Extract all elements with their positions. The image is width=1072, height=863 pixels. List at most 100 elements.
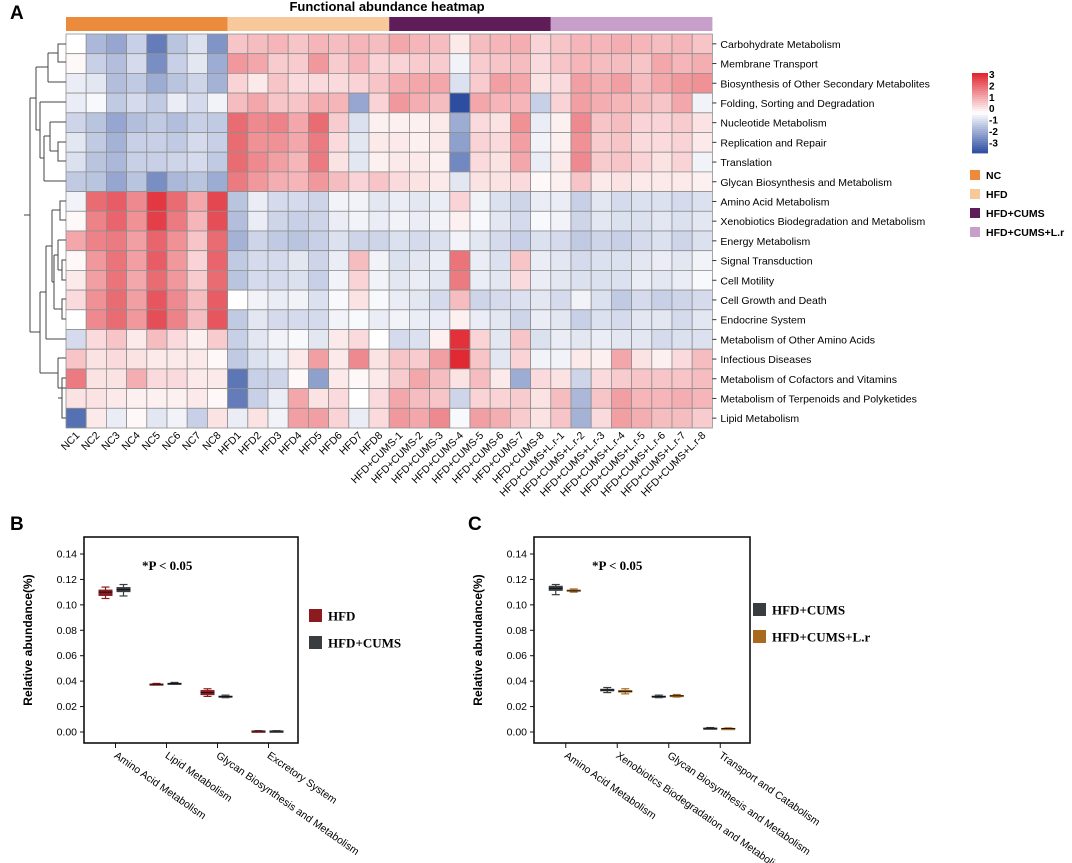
heatmap-cell	[106, 309, 128, 330]
heatmap-cell	[590, 53, 612, 74]
heatmap-cell	[570, 250, 592, 271]
heatmap-cell	[247, 388, 269, 409]
heatmap-cell	[65, 348, 87, 370]
heatmap-cell	[691, 112, 713, 133]
heatmap-cell	[126, 289, 148, 311]
heatmap-cell	[206, 230, 228, 252]
heatmap-cell	[328, 230, 350, 252]
heatmap-cell	[489, 33, 511, 55]
heatmap-cell	[106, 368, 128, 389]
row-label: Infectious Diseases	[720, 354, 811, 366]
heatmap-cell	[611, 171, 633, 192]
heatmap-cell	[206, 368, 228, 389]
heatmap-cell	[227, 151, 249, 173]
heatmap-cell	[408, 151, 430, 173]
y-tick-label: 0.14	[507, 549, 528, 561]
heatmap-cell	[65, 151, 87, 173]
heatmap-cell	[206, 171, 228, 192]
heatmap-cell	[328, 171, 350, 192]
y-tick-label: 0.14	[57, 549, 78, 561]
row-label: Folding, Sorting and Degradation	[720, 98, 874, 110]
heatmap-cell	[227, 33, 249, 55]
heatmap-cell	[631, 112, 653, 133]
heatmap-cell	[388, 230, 410, 252]
heatmap-cell	[509, 269, 531, 291]
heatmap-cell	[186, 250, 208, 271]
heatmap-cell	[611, 289, 633, 311]
heatmap-cell	[408, 407, 430, 429]
heatmap-cell	[489, 407, 511, 429]
heatmap-cell	[671, 289, 693, 311]
heatmap-cell	[671, 329, 693, 350]
heatmap-cell	[227, 230, 249, 252]
heatmap-cell	[368, 112, 390, 133]
heatmap-cell	[126, 33, 148, 55]
legend-swatch	[970, 189, 980, 199]
heatmap-cell	[550, 92, 572, 114]
heatmap-cell	[388, 348, 410, 370]
heatmap-cell	[550, 407, 572, 429]
heatmap-cell	[65, 112, 87, 133]
heatmap-row-labels: Carbohydrate Metabolism Membrane Transpor…	[712, 39, 930, 425]
heatmap-cell	[146, 368, 168, 389]
heatmap-cell	[267, 368, 289, 389]
heatmap-cell	[85, 269, 107, 291]
heatmap-cell	[267, 92, 289, 114]
heatmap-cell	[489, 348, 511, 370]
heatmap-cell	[449, 112, 471, 133]
heatmap-cell	[247, 112, 269, 133]
heatmap-cell	[429, 388, 451, 409]
heatmap-cell	[509, 348, 531, 370]
heatmap-cell	[287, 388, 309, 409]
heatmap-cell	[166, 210, 188, 232]
heatmap-cell	[368, 151, 390, 173]
heatmap-cell	[550, 329, 572, 350]
heatmap-cell	[85, 112, 107, 133]
heatmap-cell	[146, 191, 168, 212]
heatmap-cell	[368, 269, 390, 291]
heatmap-cell	[631, 289, 653, 311]
heatmap-cell	[611, 73, 633, 94]
heatmap-cell	[166, 250, 188, 271]
heatmap-cell	[267, 210, 289, 232]
heatmap-cell	[530, 151, 552, 173]
heatmap-cell	[550, 309, 572, 330]
heatmap-cell	[570, 151, 592, 173]
heatmap-cell	[611, 329, 633, 350]
heatmap-cell	[307, 73, 329, 94]
heatmap-cell	[247, 329, 269, 350]
heatmap-cell	[65, 407, 87, 429]
row-label: Nucleotide Metabolism	[720, 118, 826, 130]
heatmap-cell	[530, 92, 552, 114]
heatmap-cell	[166, 329, 188, 350]
heatmap-cell	[287, 407, 309, 429]
heatmap-cell	[671, 250, 693, 271]
heatmap-cell	[530, 309, 552, 330]
heatmap-cell	[631, 191, 653, 212]
heatmap-cell	[388, 171, 410, 192]
heatmap-cell	[408, 348, 430, 370]
heatmap-cell	[146, 210, 168, 232]
heatmap-cell	[489, 191, 511, 212]
heatmap-cell	[509, 289, 531, 311]
heatmap-cell	[408, 92, 430, 114]
heatmap-cell	[550, 33, 572, 55]
heatmap-cell	[146, 329, 168, 350]
heatmap-cell	[85, 407, 107, 429]
heatmap-cell	[469, 112, 491, 133]
heatmap-cell	[550, 112, 572, 133]
heatmap-cell	[227, 348, 249, 370]
heatmap-cell	[429, 230, 451, 252]
heatmap-cell	[348, 329, 370, 350]
color-scale-step	[972, 115, 988, 118]
heatmap-cell	[267, 53, 289, 74]
heatmap-cell	[267, 132, 289, 153]
y-tick-label: 0.00	[507, 727, 528, 739]
heatmap-cell	[570, 210, 592, 232]
heatmap-cell	[328, 407, 350, 429]
group-bar-segment	[550, 17, 713, 31]
heatmap-cell	[388, 132, 410, 153]
heatmap-cell	[247, 289, 269, 311]
heatmap-cell	[530, 171, 552, 192]
heatmap-cell	[267, 33, 289, 55]
